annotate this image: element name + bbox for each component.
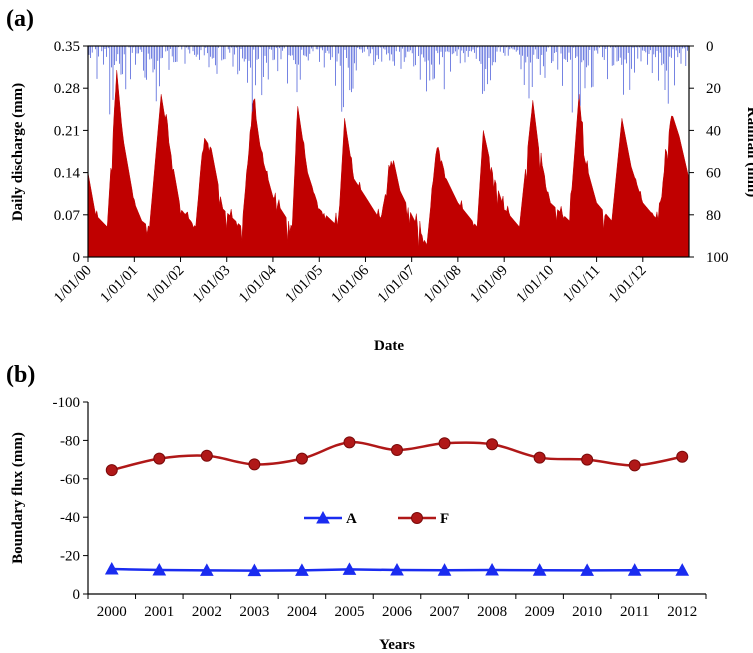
series-A-point — [247, 563, 262, 577]
x-tick-label: 1/01/07 — [375, 262, 419, 306]
x-tick-label: 2000 — [97, 604, 127, 620]
y2-tick-label: 0 — [706, 39, 714, 55]
legend-F-label: F — [440, 511, 449, 527]
x-tick-label: 1/01/09 — [467, 263, 511, 307]
legend-F-marker — [411, 512, 423, 524]
panel-a-y2-axis-title: Rainfall (mm) — [744, 107, 753, 197]
series-A-point — [295, 563, 309, 576]
x-tick-label: 2005 — [334, 604, 364, 620]
panel-b: (b) 0-20-40-60-80-100 2000 2001 2002 2003 20… — [6, 362, 707, 653]
series-F-point — [153, 452, 166, 465]
y-tick-label: 0 — [73, 587, 81, 603]
series-A-point — [342, 562, 357, 575]
x-tick-label: 2008 — [477, 604, 507, 620]
series-A-point — [675, 563, 690, 576]
series-A-point — [580, 563, 594, 576]
y2-tick-label: 40 — [706, 123, 721, 139]
x-tick-label: 1/01/06 — [329, 262, 373, 306]
x-tick-label: 2007 — [430, 604, 461, 620]
panel-a-y-ticks: 0 0.07 0.14 0.21 0.28 0.35 — [54, 39, 88, 266]
panel-a-plot-area — [87, 46, 690, 258]
panel-b-label: (b) — [6, 362, 35, 388]
y2-tick-label: 100 — [706, 250, 729, 266]
x-tick-label: 2012 — [667, 604, 697, 620]
series-A — [104, 561, 690, 577]
y-tick-label: 0.28 — [54, 81, 80, 97]
discharge-area — [87, 70, 690, 258]
legend-A-marker — [316, 510, 330, 524]
y2-tick-label: 80 — [706, 208, 721, 224]
y-tick-label: -80 — [60, 433, 80, 449]
panel-a-x-ticks: 1/01/00 1/01/01 1/01/02 1/01/03 1/01/04 1/01/… — [51, 257, 650, 306]
x-tick-label: 2004 — [287, 604, 318, 620]
panel-b-series — [104, 436, 690, 577]
x-tick-label: 2011 — [620, 604, 649, 620]
series-F-point — [295, 452, 308, 465]
series-F-point — [533, 451, 546, 464]
x-tick-label: 1/01/03 — [190, 263, 234, 307]
legend-A-label: A — [346, 511, 357, 527]
rainfall-bars — [88, 46, 688, 115]
series-A-point — [627, 563, 642, 576]
panel-a: (a) 0 0.07 0.14 0.21 0.28 0.35 0 20 40 60 80 100 1… — [6, 6, 753, 354]
series-A-point — [390, 562, 404, 576]
series-F-point — [486, 438, 499, 451]
y-tick-label: -40 — [60, 510, 80, 526]
x-tick-label: 2010 — [572, 604, 602, 620]
y2-tick-label: 60 — [706, 166, 721, 182]
panel-a-label: (a) — [6, 6, 34, 32]
panel-a-frame — [87, 45, 690, 258]
y-tick-label: 0.35 — [54, 39, 80, 55]
series-A-point — [485, 562, 499, 576]
series-A-point — [532, 563, 547, 576]
series-F-point — [105, 464, 118, 477]
panel-b-x-axis-title: Years — [379, 637, 415, 653]
x-tick-label: 1/01/12 — [606, 263, 650, 307]
series-F-point — [391, 444, 403, 456]
series-A-point — [200, 563, 214, 576]
series-A-point — [104, 561, 119, 575]
y2-tick-label: 20 — [706, 81, 721, 97]
series-F-point — [676, 450, 689, 463]
x-tick-label: 2002 — [192, 604, 222, 620]
y-tick-label: -100 — [53, 395, 81, 411]
x-tick-label: 2001 — [144, 604, 174, 620]
series-F-point — [438, 437, 451, 450]
series-A-point — [152, 562, 167, 576]
panel-b-y-ticks: 0 -20 -40 -60 -80 -100 — [53, 395, 88, 603]
x-tick-label: 1/01/01 — [97, 263, 141, 307]
y-tick-label: -60 — [60, 472, 80, 488]
x-tick-label: 2006 — [382, 604, 413, 620]
series-F-point — [343, 436, 356, 449]
y-tick-label: 0.21 — [54, 123, 80, 139]
series-F-point — [248, 458, 261, 471]
y-tick-label: 0 — [73, 250, 81, 266]
panel-b-x-ticks: 2000 2001 2002 2003 2004 2005 2006 2007 2008 2009… — [87, 594, 707, 620]
series-F-point — [200, 449, 213, 462]
x-tick-label: 1/01/04 — [236, 262, 280, 306]
panel-b-y-axis-title: Boundary flux (mm) — [10, 432, 26, 564]
panel-a-x-axis-title: Date — [374, 338, 404, 354]
y-tick-label: 0.07 — [54, 208, 81, 224]
x-tick-label: 2003 — [239, 604, 269, 620]
panel-a-y-axis-title: Daily discharge (mm) — [10, 83, 26, 221]
series-A-point — [437, 563, 452, 576]
x-tick-label: 1/01/00 — [51, 263, 95, 307]
y-tick-label: -20 — [60, 549, 80, 565]
series-F-point — [628, 459, 641, 472]
panel-a-y2-ticks: 0 20 40 60 80 100 — [689, 39, 729, 266]
series-F — [105, 436, 689, 477]
series-F-point — [581, 453, 594, 466]
y-tick-label: 0.14 — [54, 166, 81, 182]
x-tick-label: 1/01/02 — [144, 263, 188, 307]
x-tick-label: 1/01/10 — [513, 263, 557, 307]
x-tick-label: 1/01/11 — [560, 263, 603, 306]
x-tick-label: 1/01/08 — [421, 263, 465, 307]
x-tick-label: 2009 — [525, 604, 555, 620]
x-tick-label: 1/01/05 — [282, 263, 326, 307]
